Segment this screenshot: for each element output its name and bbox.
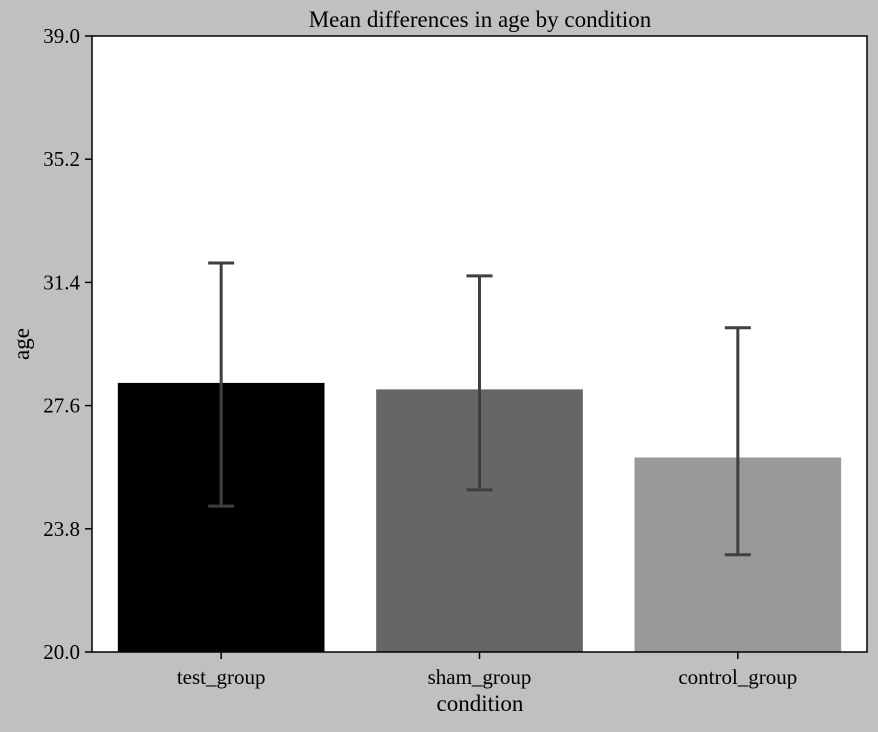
y-axis-ticks: 20.0 23.8 27.6 31.4 35.2 39.0	[43, 24, 92, 664]
y-tick-label: 35.2	[43, 147, 80, 171]
x-tick-label: control_group	[678, 665, 797, 689]
x-axis-label: condition	[437, 691, 524, 716]
y-tick-label: 23.8	[43, 517, 80, 541]
y-tick-label: 39.0	[43, 24, 80, 48]
chart-title: Mean differences in age by condition	[309, 7, 652, 32]
x-tick-label: sham_group	[428, 665, 532, 689]
x-axis-ticks: test_group sham_group control_group	[177, 652, 797, 689]
x-tick-label: test_group	[177, 665, 266, 689]
y-tick-label: 31.4	[43, 270, 80, 294]
y-axis-label: age	[9, 328, 34, 360]
error-bars-layer	[208, 261, 751, 557]
y-tick-label: 27.6	[43, 394, 80, 418]
y-tick-label: 20.0	[43, 640, 80, 664]
